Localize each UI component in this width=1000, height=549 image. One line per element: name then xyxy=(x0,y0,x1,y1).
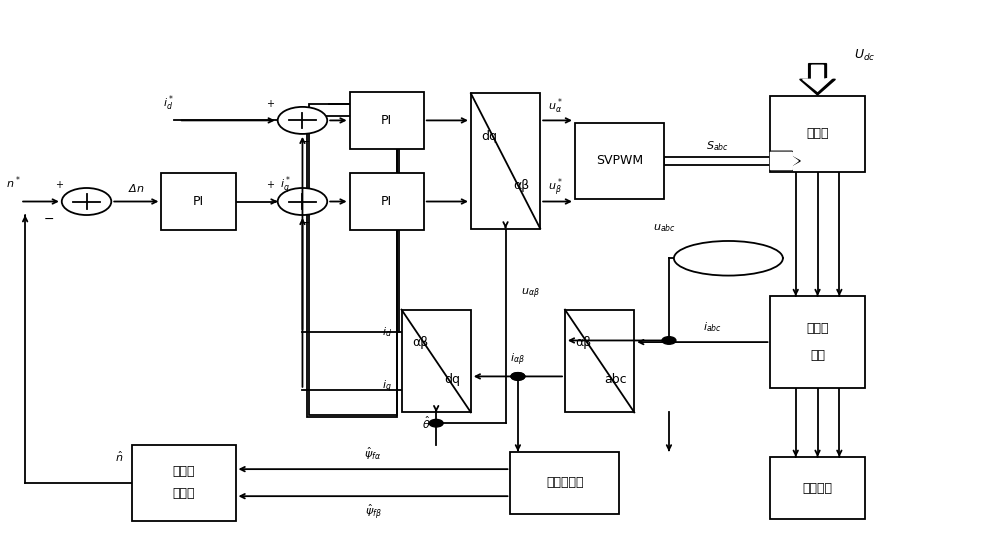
Text: $\boldsymbol{i_{abc}}$: $\boldsymbol{i_{abc}}$ xyxy=(703,320,722,334)
Text: αβ: αβ xyxy=(576,336,592,349)
Ellipse shape xyxy=(674,241,783,276)
Text: −: − xyxy=(44,212,55,226)
Text: $\boldsymbol{u_\beta^*}$: $\boldsymbol{u_\beta^*}$ xyxy=(548,176,562,199)
Bar xyxy=(770,296,865,388)
Text: $U_{dc}$: $U_{dc}$ xyxy=(854,48,876,63)
Text: $n^*$: $n^*$ xyxy=(6,174,21,191)
Text: 位置预: 位置预 xyxy=(172,466,195,478)
Polygon shape xyxy=(803,65,832,91)
Text: $\boldsymbol{u_{\alpha\beta}}$: $\boldsymbol{u_{\alpha\beta}}$ xyxy=(521,286,540,301)
Text: $i_q^*$: $i_q^*$ xyxy=(280,175,291,198)
Text: $i_d^*$: $i_d^*$ xyxy=(163,93,174,113)
Text: 永磁电机: 永磁电机 xyxy=(803,481,833,495)
Circle shape xyxy=(511,373,525,380)
Circle shape xyxy=(62,188,111,215)
Bar xyxy=(307,116,397,417)
Text: abc: abc xyxy=(604,373,627,386)
Text: $\boldsymbol{u_\alpha^*}$: $\boldsymbol{u_\alpha^*}$ xyxy=(548,97,562,116)
Bar xyxy=(471,93,540,228)
Text: $\hat{\psi}_{f\beta}$: $\hat{\psi}_{f\beta}$ xyxy=(365,502,381,520)
Bar xyxy=(309,104,397,415)
Bar xyxy=(770,457,865,519)
Bar xyxy=(350,92,424,149)
Bar xyxy=(132,445,236,520)
Circle shape xyxy=(278,188,327,215)
Text: dq: dq xyxy=(444,373,460,386)
Text: Δ$n$: Δ$n$ xyxy=(128,182,145,194)
Text: +: + xyxy=(266,180,274,191)
Bar xyxy=(402,310,471,412)
Text: $\boldsymbol{u_{abc}}$: $\boldsymbol{u_{abc}}$ xyxy=(653,223,675,234)
Text: 感器: 感器 xyxy=(810,349,825,362)
Text: dq: dq xyxy=(482,130,498,143)
Bar xyxy=(565,310,634,412)
Bar xyxy=(575,123,664,199)
Circle shape xyxy=(662,337,676,344)
Text: $\hat{\theta}$: $\hat{\theta}$ xyxy=(422,415,431,432)
Circle shape xyxy=(278,107,327,134)
Circle shape xyxy=(429,419,443,427)
Text: 测计算: 测计算 xyxy=(172,487,195,500)
Text: αβ: αβ xyxy=(412,336,428,349)
Text: +: + xyxy=(55,180,63,191)
Text: 磁链观测器: 磁链观测器 xyxy=(546,476,584,489)
Text: $\boldsymbol{i_{\alpha\beta}}$: $\boldsymbol{i_{\alpha\beta}}$ xyxy=(510,352,525,368)
Circle shape xyxy=(511,373,525,380)
Text: +: + xyxy=(266,99,274,109)
Bar xyxy=(161,173,236,230)
Bar xyxy=(350,173,424,230)
Text: $i_d$: $i_d$ xyxy=(382,326,392,339)
Text: $S_{abc}$: $S_{abc}$ xyxy=(706,139,729,153)
Polygon shape xyxy=(770,152,798,170)
Polygon shape xyxy=(770,151,800,171)
Text: PI: PI xyxy=(381,114,392,127)
Text: −: − xyxy=(300,136,310,149)
Text: $i_q$: $i_q$ xyxy=(382,379,392,395)
Bar xyxy=(770,96,865,172)
Polygon shape xyxy=(800,64,835,95)
Text: 电流传: 电流传 xyxy=(806,322,829,335)
Text: $\hat{n}$: $\hat{n}$ xyxy=(115,450,123,464)
Text: PI: PI xyxy=(381,195,392,208)
Bar xyxy=(510,452,619,514)
Text: αβ: αβ xyxy=(513,179,530,192)
Text: PI: PI xyxy=(193,195,204,208)
Text: SVPWM: SVPWM xyxy=(596,154,643,167)
Text: 逆变器: 逆变器 xyxy=(806,127,829,141)
Text: $\hat{\psi}_{f\alpha}$: $\hat{\psi}_{f\alpha}$ xyxy=(364,446,382,462)
Text: −: − xyxy=(300,217,310,229)
